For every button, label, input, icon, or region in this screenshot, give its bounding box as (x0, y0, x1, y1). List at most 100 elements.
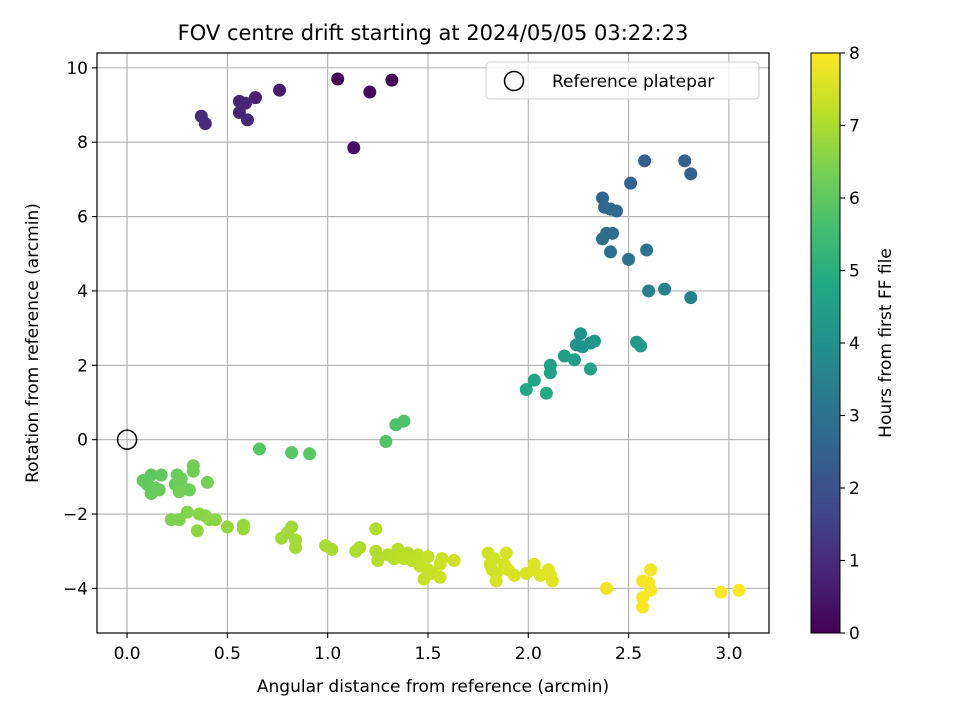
y-tick-label: 8 (77, 133, 88, 153)
data-point (575, 340, 589, 354)
x-tick-label: 2.5 (615, 644, 642, 664)
data-point (220, 520, 234, 534)
chart-title: FOV centre drift starting at 2024/05/05 … (178, 21, 689, 45)
x-tick-label: 1.5 (414, 644, 441, 664)
data-point (684, 167, 698, 181)
colorbar-tick-label: 5 (849, 262, 860, 282)
data-point (248, 91, 262, 105)
data-point (435, 552, 449, 566)
data-point (252, 442, 266, 456)
data-point (331, 72, 345, 86)
y-axis-ticks: −4 −2 0 2 4 6 8 10 (63, 59, 97, 599)
data-point (363, 85, 377, 99)
data-point (285, 446, 299, 460)
y-axis-label: Rotation from reference (arcmin) (23, 203, 43, 483)
plot-frame (96, 52, 770, 634)
data-point (606, 226, 620, 240)
colorbar-tick-label: 6 (849, 189, 860, 209)
data-points (136, 72, 746, 614)
data-point (642, 284, 656, 298)
y-tick-label: 2 (77, 356, 88, 376)
x-tick-label: 0.5 (214, 644, 241, 664)
data-point (347, 141, 361, 155)
data-point (190, 524, 204, 538)
legend-label: Reference platepar (552, 72, 714, 92)
data-point (573, 327, 587, 341)
data-point (519, 382, 533, 396)
data-point (447, 554, 461, 567)
y-tick-label: 4 (77, 282, 88, 302)
data-point (545, 574, 559, 588)
data-point (379, 435, 393, 449)
data-point (684, 291, 698, 305)
data-point (489, 574, 503, 588)
data-point (391, 542, 405, 556)
x-axis-label: Angular distance from reference (arcmin) (257, 677, 609, 697)
legend: Reference platepar (485, 61, 760, 100)
data-point (275, 531, 289, 545)
colorbar-ticks: 0 1 2 3 4 5 6 7 8 (840, 44, 860, 644)
colorbar-tick-label: 7 (849, 117, 860, 137)
data-point (634, 339, 648, 353)
colorbar-tick-label: 1 (849, 552, 860, 572)
legend-box (485, 61, 760, 100)
x-axis-ticks: 0.0 0.5 1.0 1.5 2.0 2.5 3.0 (114, 633, 742, 664)
grid-lines (97, 53, 769, 633)
y-tick-label: −4 (63, 579, 88, 599)
data-point (640, 243, 654, 257)
data-point (557, 349, 571, 363)
data-point (144, 487, 158, 501)
data-point (240, 113, 254, 127)
data-point (238, 96, 252, 110)
colorbar: 0 1 2 3 4 5 6 7 8 Hours from first FF file (810, 44, 896, 644)
data-point (714, 585, 728, 599)
colorbar-gradient (810, 52, 841, 634)
y-tick-label: 0 (77, 431, 88, 451)
colorbar-tick-label: 2 (849, 479, 860, 499)
legend-marker (503, 70, 525, 92)
data-point (421, 550, 435, 564)
data-point (636, 591, 650, 605)
data-point (200, 475, 214, 489)
data-point (610, 204, 624, 218)
data-point (236, 522, 250, 536)
data-point (198, 117, 212, 131)
data-point (186, 464, 200, 478)
data-point (411, 548, 425, 562)
x-tick-label: 1.0 (314, 644, 341, 664)
data-point (385, 73, 399, 87)
data-point (604, 245, 618, 259)
y-tick-label: 10 (66, 59, 88, 79)
y-tick-label: −2 (63, 505, 88, 525)
colorbar-tick-label: 0 (849, 624, 860, 644)
data-point (397, 414, 411, 428)
data-point (732, 583, 746, 597)
data-point (527, 373, 541, 387)
x-tick-label: 3.0 (715, 644, 742, 664)
data-point (487, 552, 501, 566)
data-point (583, 362, 597, 376)
colorbar-tick-label: 4 (849, 334, 860, 354)
data-point (658, 282, 672, 296)
data-point (303, 447, 317, 461)
data-point (596, 232, 610, 246)
data-point (208, 513, 222, 527)
data-point (154, 468, 168, 482)
data-point (371, 554, 385, 567)
colorbar-tick-label: 8 (849, 44, 860, 64)
data-point (644, 563, 658, 577)
data-point (622, 252, 636, 266)
data-point (349, 544, 363, 558)
data-point (289, 540, 303, 554)
x-tick-label: 0.0 (114, 644, 141, 664)
data-point (325, 542, 339, 556)
data-point (499, 546, 513, 560)
data-point (567, 353, 581, 367)
x-tick-label: 2.0 (515, 644, 542, 664)
colorbar-tick-label: 3 (849, 407, 860, 427)
colorbar-label: Hours from first FF file (876, 248, 896, 438)
data-point (600, 581, 614, 595)
data-point (433, 570, 447, 584)
data-point (636, 600, 650, 614)
